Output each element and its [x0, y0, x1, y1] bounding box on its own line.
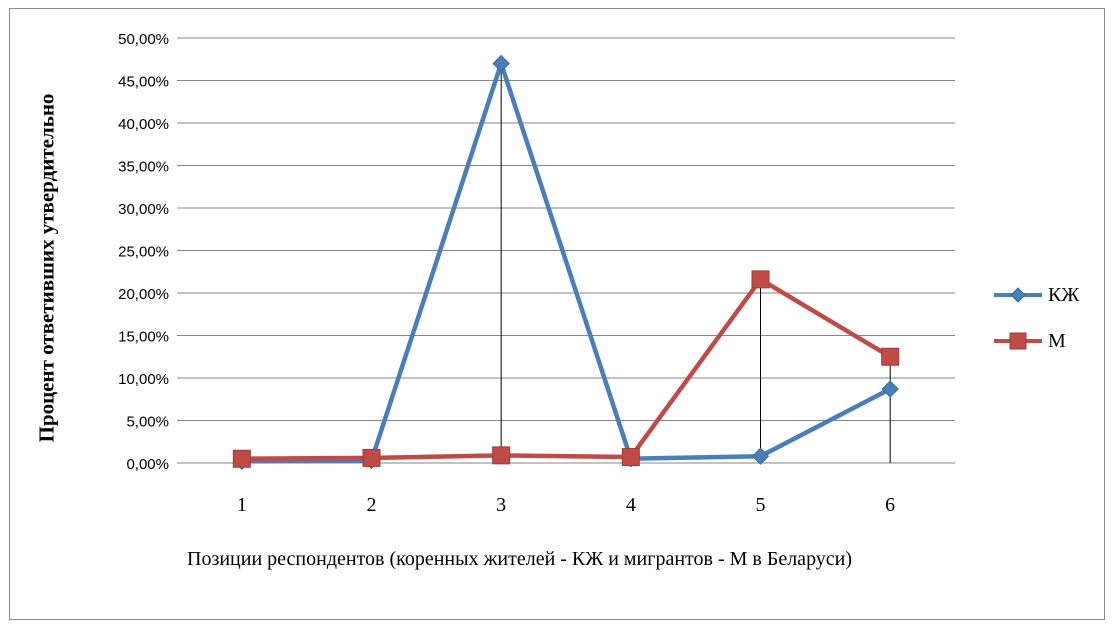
x-tick-label: 2: [367, 494, 377, 516]
x-axis-label: Позиции респондентов (коренных жителей -…: [187, 548, 853, 570]
x-tick-label: 4: [626, 494, 636, 516]
data-point-m: [362, 448, 381, 467]
data-point-m: [232, 449, 251, 468]
x-tick-labels: 1 2 3 4 5 6: [237, 494, 895, 516]
series-markers: [232, 54, 900, 471]
data-point-m: [881, 347, 900, 366]
data-point-m: [492, 446, 511, 465]
y-tick-label: 40,00%: [118, 116, 169, 133]
series-line-m: [241, 277, 892, 461]
y-tick-label: 5,00%: [126, 414, 169, 431]
y-tick-label: 35,00%: [118, 159, 169, 176]
y-tick-label: 50,00%: [118, 31, 169, 48]
data-point-kzh: [881, 380, 899, 398]
legend-label-m: М: [1048, 329, 1066, 352]
x-tick-label: 5: [756, 494, 766, 516]
x-tick-label: 3: [496, 494, 506, 516]
y-tick-label: 20,00%: [118, 286, 169, 303]
y-tick-label: 45,00%: [118, 74, 169, 91]
y-tick-label: 30,00%: [118, 201, 169, 218]
legend-swatch-diamond-icon: [994, 287, 1042, 303]
y-axis-label: Процент ответивших утвердительно: [34, 93, 59, 443]
data-point-m: [621, 448, 640, 467]
legend-item-kzh: КЖ: [990, 280, 1079, 310]
y-tick-label: 15,00%: [118, 329, 169, 346]
y-tick-label: 25,00%: [118, 244, 169, 261]
x-tick-label: 1: [237, 494, 247, 516]
y-tick-labels: 0,00% 5,00% 10,00% 15,00% 20,00% 25,00% 30,00%…: [118, 31, 169, 473]
legend: КЖ М: [990, 280, 1079, 372]
data-point-kzh: [751, 447, 770, 465]
y-tick-label: 10,00%: [118, 371, 169, 388]
chart-frame: [9, 8, 1105, 620]
gridlines: [177, 37, 955, 464]
y-tick-label: 0,00%: [126, 456, 169, 473]
series-line-kzh: [241, 61, 892, 464]
x-tick-label: 6: [885, 494, 895, 516]
legend-swatch-square-icon: [994, 332, 1042, 350]
legend-item-m: М: [990, 326, 1079, 356]
data-point-kzh: [492, 54, 510, 73]
drop-lines: [241, 63, 891, 463]
data-point-m: [751, 270, 770, 289]
series-lines: [241, 61, 892, 464]
legend-label-kzh: КЖ: [1048, 283, 1080, 306]
